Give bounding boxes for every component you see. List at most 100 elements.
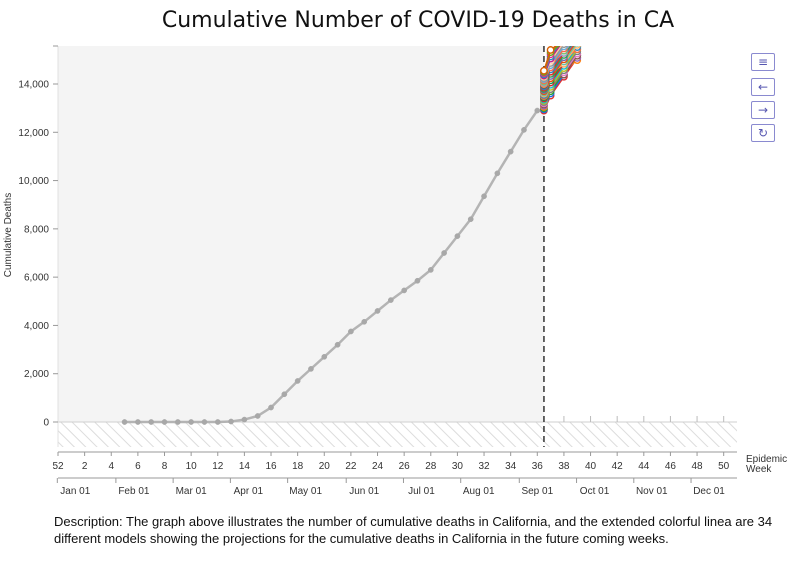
grid-layer: [563, 416, 725, 422]
observed-point: [321, 353, 328, 360]
forecast-point: [561, 39, 567, 45]
forecast-point: [540, 66, 548, 75]
observed-point: [281, 391, 288, 398]
forecast-point: [573, 46, 581, 49]
week-tick-label: 20: [319, 461, 331, 472]
y-tick-label: 12,000: [18, 128, 49, 139]
month-tick-label: Apr 01: [234, 486, 264, 497]
y-tick-label: 0: [43, 418, 49, 429]
y-axis-title: Cumulative Deaths: [3, 193, 14, 277]
observed-point: [454, 233, 461, 239]
month-tick-label: Dec 01: [693, 486, 725, 497]
forecast-layer: [540, 18, 582, 115]
month-tick-label: May 01: [289, 486, 322, 497]
observed-point: [374, 308, 381, 314]
observed-point: [161, 419, 168, 425]
observed-point: [241, 416, 248, 423]
observed-point: [268, 404, 274, 411]
forecast-point: [574, 29, 580, 35]
forecast-point: [574, 33, 580, 39]
forecast-point: [574, 18, 580, 24]
observed-point: [148, 419, 155, 425]
forecast-point: [574, 24, 580, 30]
x-axis-title-line1: Epidemic: [746, 454, 787, 465]
x-axis-title-line2: Week: [746, 464, 772, 475]
y-tick-label: 6,000: [24, 273, 49, 284]
week-tick-label: 12: [212, 461, 224, 472]
week-tick-label: 52: [52, 461, 64, 472]
week-tick-label: 38: [558, 461, 570, 472]
month-tick-label: Jul 01: [408, 486, 435, 497]
history-background: [58, 46, 544, 422]
week-tick-label: 6: [135, 461, 141, 472]
forecast-point: [574, 22, 580, 28]
observed-point: [174, 419, 181, 425]
forward-arrow-icon[interactable]: →: [751, 101, 775, 119]
observed-layer: [121, 107, 541, 425]
forecast-point: [574, 31, 580, 37]
x-axis-weeks: 52 2 4 6 8 10 12 14 16 18 20 22 24 26 28 30 32 34 36 38 40 42…: [52, 451, 737, 472]
month-tick-label: Mar 01: [176, 486, 208, 497]
forecast-point: [561, 32, 567, 38]
week-tick-label: 34: [505, 461, 517, 472]
observed-point: [414, 277, 421, 284]
month-tick-label: Jan 01: [60, 486, 90, 497]
forecast-point: [574, 31, 580, 37]
forecast-point: [574, 26, 580, 32]
forecast-point: [574, 22, 580, 28]
observed-point: [387, 297, 394, 303]
week-tick-label: 28: [425, 461, 437, 472]
negative-region-hatch: [58, 422, 737, 447]
week-tick-label: 30: [452, 461, 464, 472]
y-tick-label: 14,000: [18, 80, 49, 91]
observed-point: [494, 170, 501, 177]
y-tick-label: 10,000: [18, 176, 49, 187]
observed-point: [294, 378, 301, 384]
week-tick-label: 10: [186, 461, 198, 472]
forecast-point: [575, 46, 580, 47]
observed-point: [401, 287, 408, 294]
week-tick-label: 40: [585, 461, 597, 472]
observed-point: [467, 216, 474, 223]
forecast-point: [546, 46, 555, 54]
week-tick-label: 46: [665, 461, 677, 472]
forecast-point: [574, 35, 580, 41]
reset-icon[interactable]: ↻: [751, 124, 775, 142]
forecast-point: [561, 39, 567, 45]
chart-description: Description: The graph above illustrates…: [54, 514, 773, 546]
observed-point: [348, 328, 354, 335]
y-tick-label: 8,000: [24, 224, 49, 235]
observed-point: [188, 419, 194, 425]
month-tick-label: Feb 01: [118, 486, 150, 497]
week-tick-label: 32: [478, 461, 490, 472]
observed-point: [254, 413, 261, 419]
week-tick-label: 14: [239, 461, 251, 472]
forecast-point: [574, 35, 580, 41]
observed-point: [135, 419, 141, 425]
observed-point: [507, 148, 514, 155]
observed-point: [427, 267, 434, 273]
observed-point: [334, 341, 341, 348]
week-tick-label: 36: [532, 461, 544, 472]
forecast-point: [561, 34, 567, 40]
week-tick-label: 50: [718, 461, 730, 472]
observed-point: [534, 107, 541, 114]
x-axis-months: Jan 01 Feb 01 Mar 01 Apr 01 May 01 Jun 01 Jul …: [56, 477, 737, 497]
y-tick-label: 4,000: [24, 321, 49, 332]
week-tick-label: 44: [638, 461, 650, 472]
week-tick-label: 48: [691, 461, 703, 472]
back-arrow-icon[interactable]: ←: [751, 78, 775, 96]
observed-point: [308, 366, 314, 372]
observed-point: [228, 418, 234, 425]
menu-icon[interactable]: ≡: [751, 53, 775, 71]
week-tick-label: 24: [372, 461, 384, 472]
forecast-point: [561, 37, 567, 43]
chart-title: Cumulative Number of COVID-19 Deaths in …: [161, 8, 675, 33]
week-tick-label: 42: [612, 461, 624, 472]
month-tick-label: Aug 01: [463, 486, 495, 497]
observed-point: [121, 419, 128, 425]
forecast-point: [574, 37, 580, 43]
week-tick-label: 8: [162, 461, 168, 472]
month-tick-label: Sep 01: [521, 486, 553, 497]
y-axis: 0 2,000 4,000 6,000 8,000 10,000 12,000 14,000: [18, 45, 58, 429]
